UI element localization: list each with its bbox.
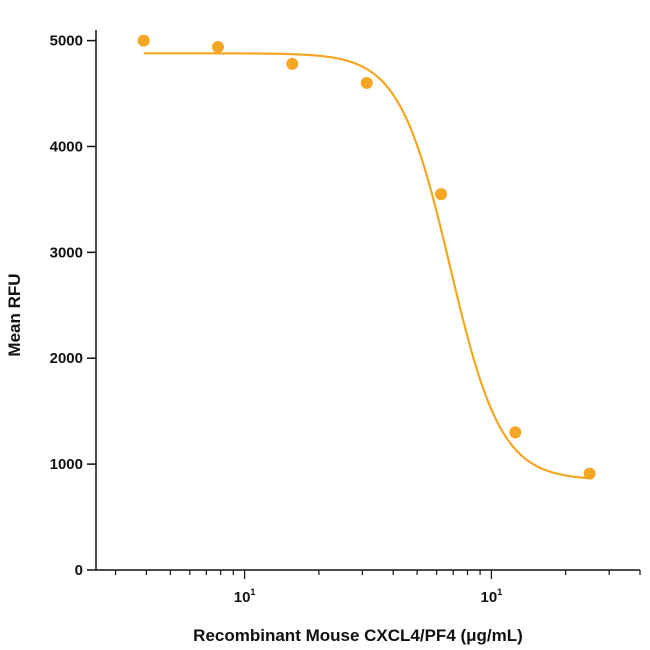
- data-point: [286, 57, 299, 70]
- y-tick-label: 0: [75, 562, 83, 579]
- x-axis-title: Recombinant Mouse CXCL4/PF4 (μg/mL): [193, 626, 523, 645]
- y-tick-label: 5000: [50, 33, 83, 50]
- y-tick-label: 3000: [50, 244, 83, 261]
- fit-curve: [143, 52, 590, 480]
- data-point: [583, 467, 596, 480]
- data-point: [137, 34, 150, 47]
- y-ticks: 0 1000 2000 3000 4000 5000: [50, 33, 96, 579]
- data-point: [509, 426, 522, 439]
- data-points: [137, 34, 596, 480]
- y-axis-title: Mean RFU: [5, 273, 24, 356]
- y-tick-label: 2000: [50, 350, 83, 367]
- data-point: [360, 76, 373, 89]
- x-ticks: 101 101: [114, 570, 641, 606]
- data-point: [211, 40, 224, 53]
- y-tick-label: 1000: [50, 456, 83, 473]
- data-point: [435, 188, 448, 201]
- x-tick-label: 101: [234, 587, 256, 606]
- y-tick-label: 4000: [50, 138, 83, 155]
- x-tick-label: 101: [481, 587, 503, 606]
